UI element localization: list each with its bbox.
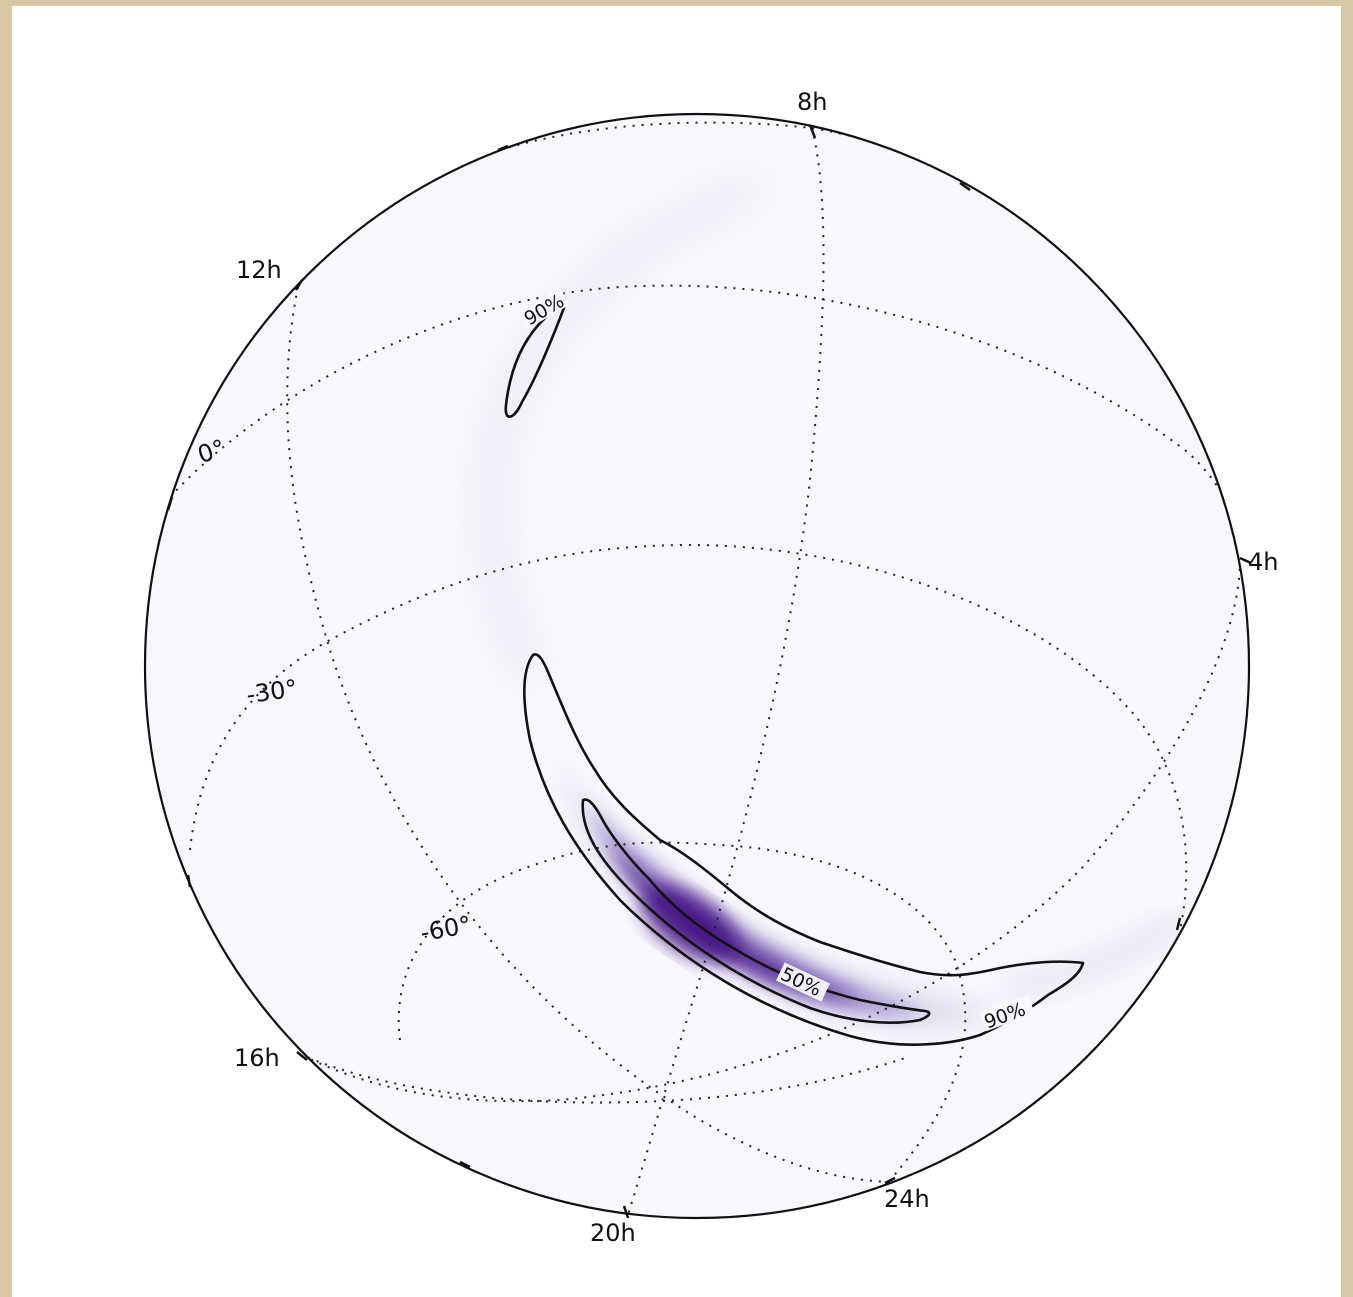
ra-meridian-12h-24h: [286, 286, 891, 1183]
ra-label-4h: 4h: [1248, 548, 1278, 576]
density-peak: [641, 886, 739, 964]
sky-boundary: [143, 112, 1251, 1220]
plot-frame: 8h 4h 24h 20h 16h 12h 0° -30° -60° 90% 5…: [12, 6, 1341, 1297]
ra-label-12h: 12h: [236, 256, 282, 284]
ra-meridian-8h-20h: [627, 127, 825, 1216]
graticule: [169, 121, 1246, 1216]
sky-map: 8h 4h 24h 20h 16h 12h 0° -30° -60° 90% 5…: [143, 88, 1278, 1247]
contour-90-main: [523, 653, 1085, 1046]
ra-label-8h: 8h: [797, 88, 827, 116]
contour-50: [581, 798, 931, 1024]
boundary-ticks: [166, 124, 1252, 1219]
sky-disk: [145, 114, 1249, 1218]
probability-streak: [480, 175, 764, 684]
dec-parallel-0: [169, 284, 1246, 561]
ra-label-16h: 16h: [234, 1044, 280, 1072]
dec-parallel-minus30: [189, 543, 1188, 931]
ra-label-24h: 24h: [884, 1185, 930, 1213]
ra-label-20h: 20h: [590, 1219, 636, 1247]
probability-streak-tail: [1003, 912, 1185, 999]
